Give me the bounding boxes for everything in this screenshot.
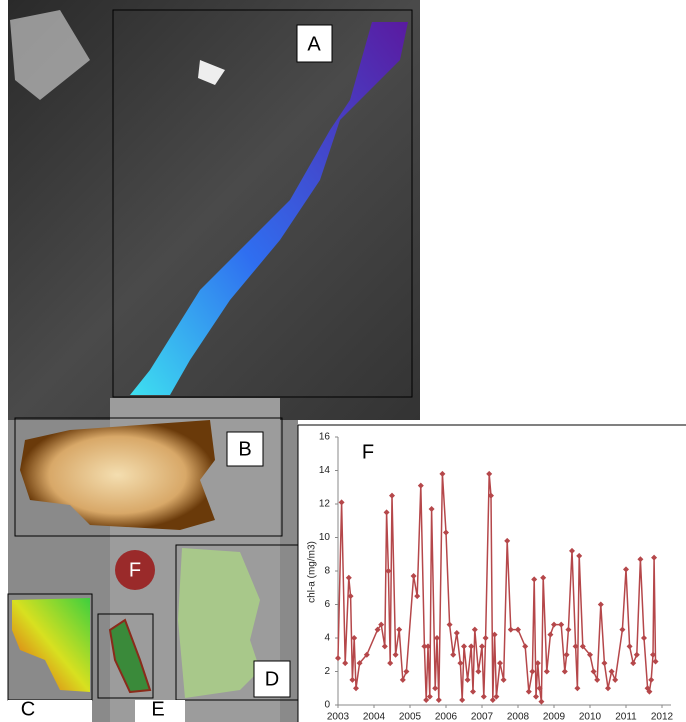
- y-tick-label: 8: [324, 566, 330, 577]
- x-tick-label: 2010: [579, 712, 602, 722]
- y-tick-label: 4: [324, 633, 330, 644]
- x-tick-label: 2004: [363, 712, 386, 722]
- y-axis-label: chl-a (mg/m3): [307, 541, 318, 603]
- x-tick-label: 2011: [615, 712, 637, 722]
- panel-label: D: [265, 668, 279, 690]
- y-tick-label: 6: [324, 599, 330, 610]
- panel-label: E: [151, 698, 164, 720]
- panel-label: C: [21, 698, 35, 720]
- figure: A B C D E F F chl-a (mg/m3) 0 2 4 6 8 10 12 14 1…: [0, 0, 686, 722]
- y-tick-label: 2: [324, 666, 330, 677]
- y-tick-label: 14: [319, 465, 331, 476]
- x-tick-label: 2006: [435, 712, 458, 722]
- panel-label: B: [238, 438, 251, 460]
- panel-label: A: [307, 33, 321, 55]
- chart-title: F: [362, 441, 374, 463]
- y-tick-label: 12: [319, 499, 331, 510]
- x-tick-label: 2012: [651, 712, 674, 722]
- x-tick-label: 2005: [399, 712, 422, 722]
- y-tick-label: 10: [319, 532, 331, 543]
- panel-label: F: [129, 559, 141, 581]
- x-tick-label: 2009: [543, 712, 566, 722]
- x-tick-label: 2003: [327, 712, 350, 722]
- y-tick-label: 16: [319, 432, 331, 443]
- x-tick-label: 2008: [507, 712, 530, 722]
- overlay-d: [178, 548, 260, 698]
- x-tick-label: 2007: [471, 712, 494, 722]
- y-tick-label: 0: [324, 700, 330, 711]
